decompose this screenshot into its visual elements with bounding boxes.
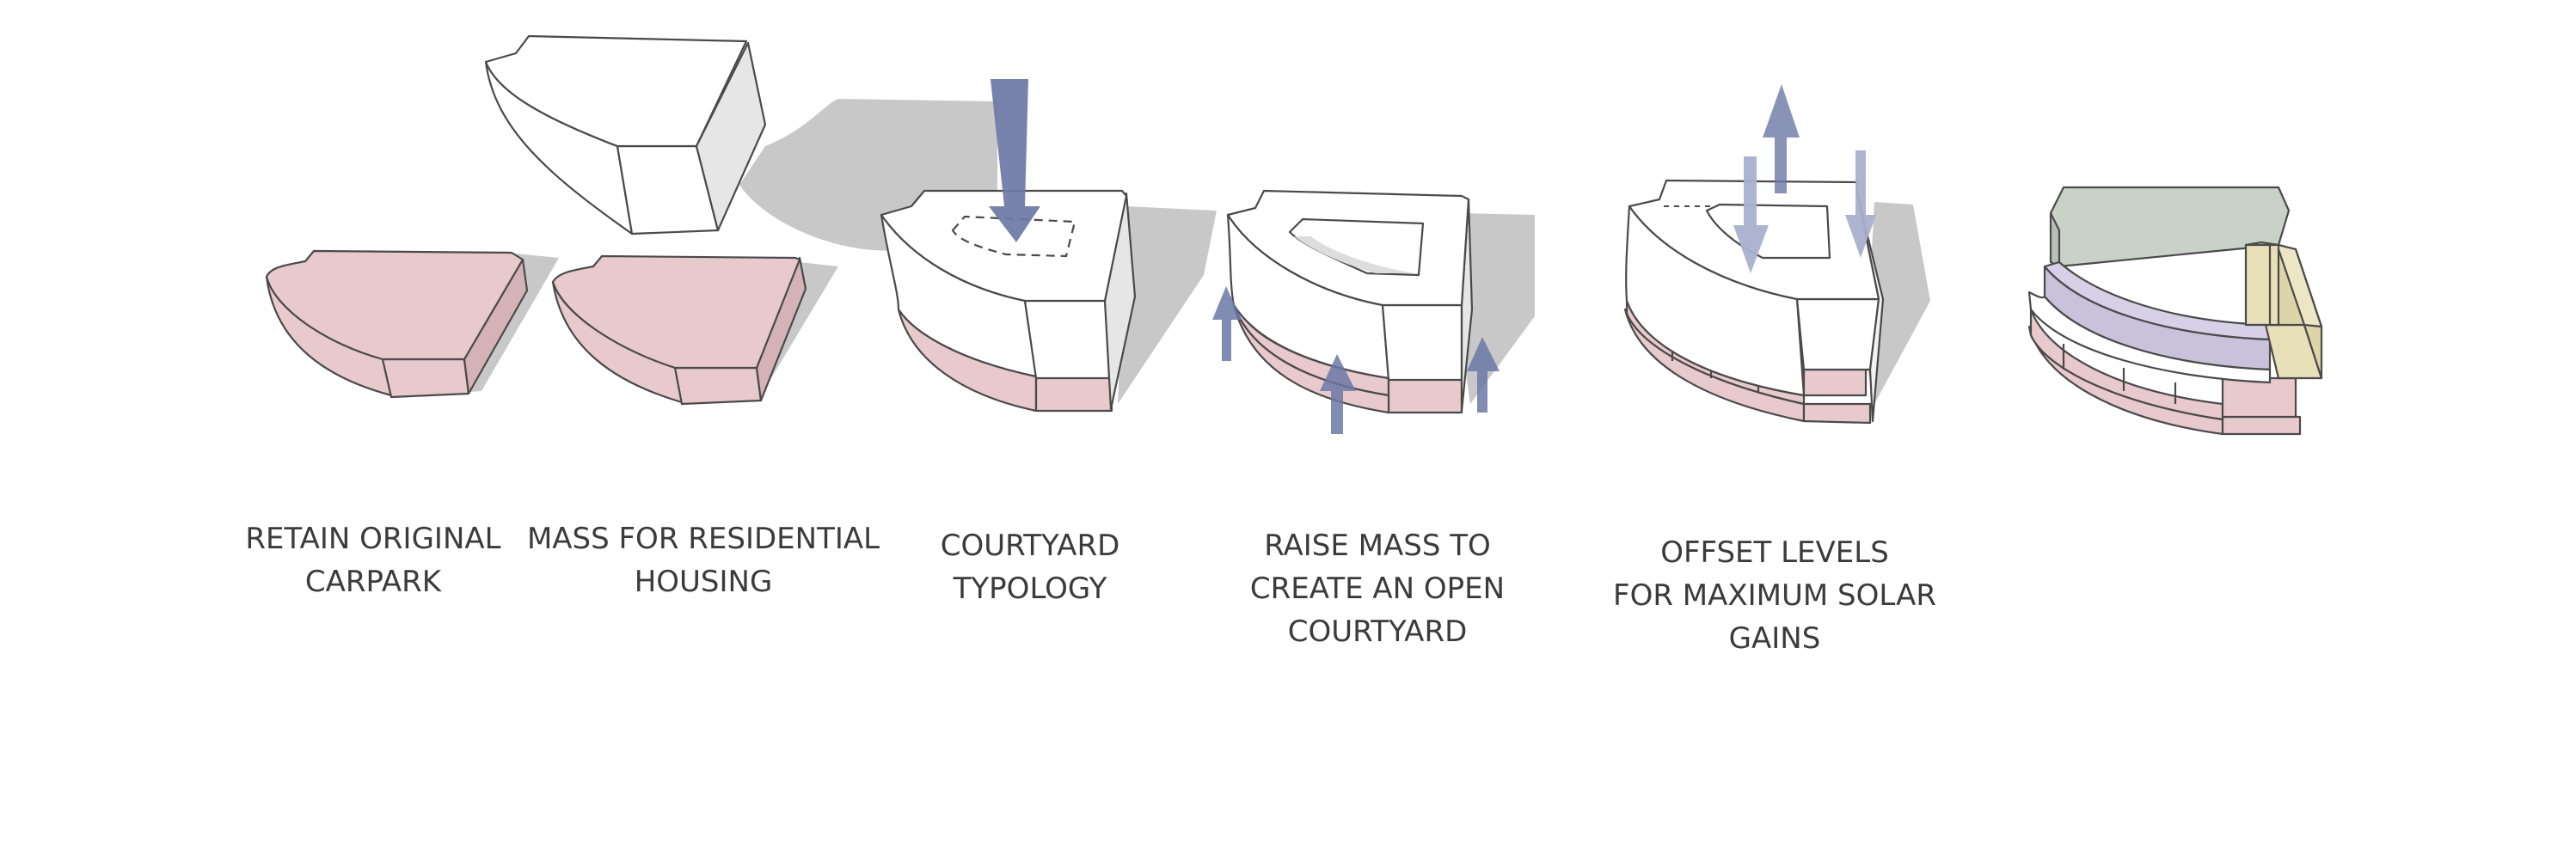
carpark-model [265,249,559,399]
carpark2-front-step [673,366,763,406]
up-arrow-left-icon [1212,286,1242,361]
caption-line: HOUSING [634,565,773,599]
final-white-band [2027,291,2272,384]
caption-offset-levels: OFFSET LEVELS FOR MAXIMUM SOLAR GAINS [1613,531,1936,660]
courtyard-front-block [1023,299,1113,380]
final-composite-model [2027,186,2323,436]
down-arrow-icon [989,79,1040,242]
raise-carpark-front [1232,303,1390,414]
offset-down-arrow-right-icon [1845,150,1876,258]
caption-line: RETAIN ORIGINAL [245,522,501,556]
offset-carpark-block [1802,402,1872,425]
caption-mass-residential: MASS FOR RESIDENTIAL HOUSING [527,517,880,603]
offset-front-block [1795,297,1880,371]
caption-line: MASS FOR RESIDENTIAL [526,522,880,556]
courtyard-dashed-outline [951,215,1076,258]
carpark-roof [265,249,524,361]
mass-roof [484,34,748,148]
carpark-front-step [381,358,470,399]
final-stair [2221,376,2297,419]
courtyard-model [880,79,1217,413]
caption-retain-carpark: RETAIN ORIGINAL CARPARK [245,517,500,603]
raise-carpark-block [1387,376,1463,414]
up-arrow-center-icon [1320,354,1356,434]
caption-line: CREATE AN OPEN [1249,572,1506,606]
courtyard-carpark-block [1034,375,1113,413]
offset-up-arrow-icon [1763,84,1800,193]
raise-courtyard-shadow [1294,236,1414,273]
offset-inner-stair [1802,368,1868,397]
final-carpark-block [2221,415,2302,436]
caption-line: GAINS [1728,621,1821,656]
offset-shadow [1866,202,1930,404]
caption-line: RAISE MASS TO [1264,529,1491,563]
mass-side-face [695,41,767,232]
caption-courtyard-typology: COURTYARD TYPOLOGY [941,524,1120,610]
caption-line: CARPARK [304,565,442,599]
up-arrow-right-icon [1467,337,1500,413]
courtyard-shadow [1118,206,1217,404]
offset-levels-model [1623,84,1930,425]
caption-line: TYPOLOGY [953,572,1107,606]
caption-line: COURTYARD [940,529,1120,563]
courtyard-roof [880,189,1128,303]
caption-line: COURTYARD [1287,615,1468,649]
offset-down-arrow-left-icon [1733,156,1769,273]
raise-front-block [1381,303,1463,382]
caption-line: OFFSET LEVELS [1660,535,1889,570]
carpark2-roof [551,254,801,370]
raise-mass-model [1212,189,1535,434]
caption-line: FOR MAXIMUM SOLAR [1613,578,1936,613]
final-yellow-top [2244,241,2323,328]
caption-raise-mass: RAISE MASS TO CREATE AN OPEN COURTYARD [1250,524,1505,653]
final-yellow-column [2244,243,2280,327]
